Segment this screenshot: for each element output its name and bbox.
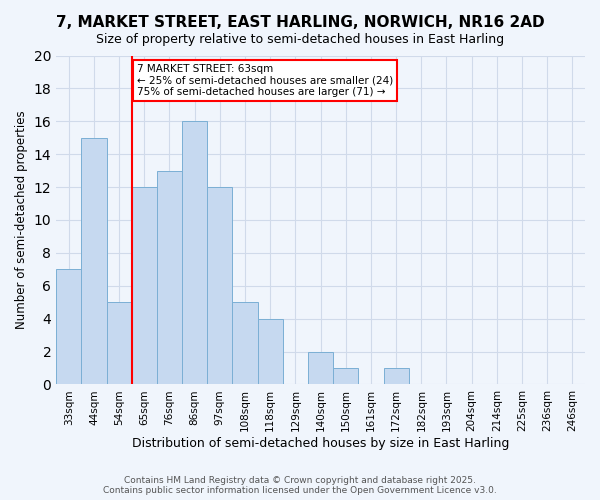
Bar bbox=[132, 187, 157, 384]
Bar bbox=[107, 302, 132, 384]
Text: Contains HM Land Registry data © Crown copyright and database right 2025.
Contai: Contains HM Land Registry data © Crown c… bbox=[103, 476, 497, 495]
Bar bbox=[82, 138, 107, 384]
Text: 7 MARKET STREET: 63sqm
← 25% of semi-detached houses are smaller (24)
75% of sem: 7 MARKET STREET: 63sqm ← 25% of semi-det… bbox=[137, 64, 393, 97]
X-axis label: Distribution of semi-detached houses by size in East Harling: Distribution of semi-detached houses by … bbox=[132, 437, 509, 450]
Bar bbox=[182, 122, 207, 384]
Bar bbox=[333, 368, 358, 384]
Text: Size of property relative to semi-detached houses in East Harling: Size of property relative to semi-detach… bbox=[96, 32, 504, 46]
Bar bbox=[207, 187, 232, 384]
Y-axis label: Number of semi-detached properties: Number of semi-detached properties bbox=[15, 110, 28, 330]
Bar bbox=[257, 318, 283, 384]
Bar bbox=[308, 352, 333, 384]
Text: 7, MARKET STREET, EAST HARLING, NORWICH, NR16 2AD: 7, MARKET STREET, EAST HARLING, NORWICH,… bbox=[56, 15, 544, 30]
Bar bbox=[56, 270, 82, 384]
Bar bbox=[383, 368, 409, 384]
Bar bbox=[157, 170, 182, 384]
Bar bbox=[232, 302, 257, 384]
